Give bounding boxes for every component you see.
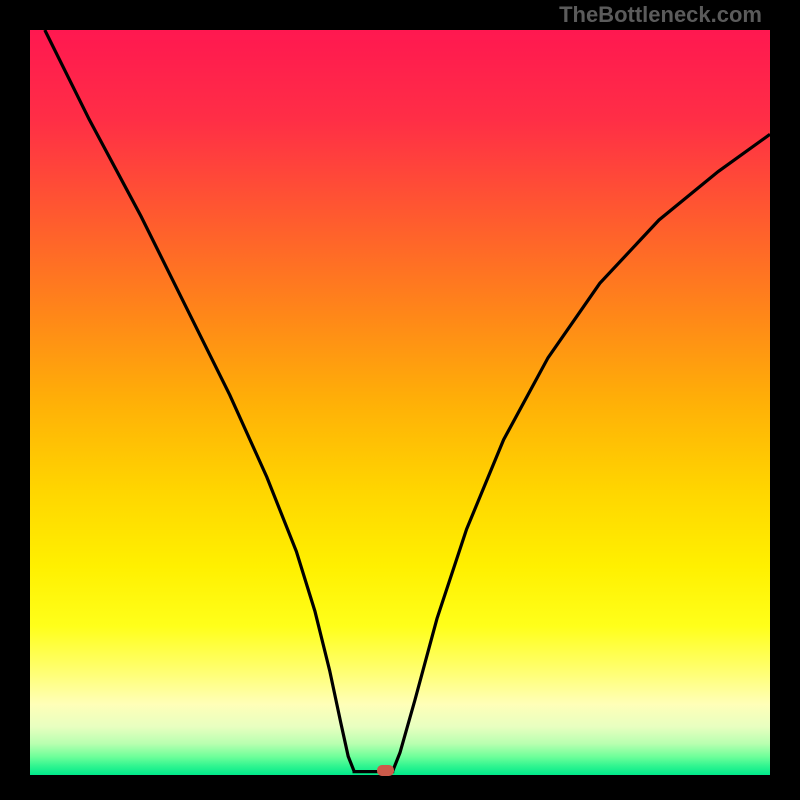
plot-area [30, 30, 770, 775]
watermark-text: TheBottleneck.com [559, 2, 762, 28]
chart-outer-frame: TheBottleneck.com [0, 0, 800, 800]
curve-path [45, 30, 770, 772]
optimal-marker [377, 765, 394, 776]
bottleneck-curve [30, 30, 770, 775]
